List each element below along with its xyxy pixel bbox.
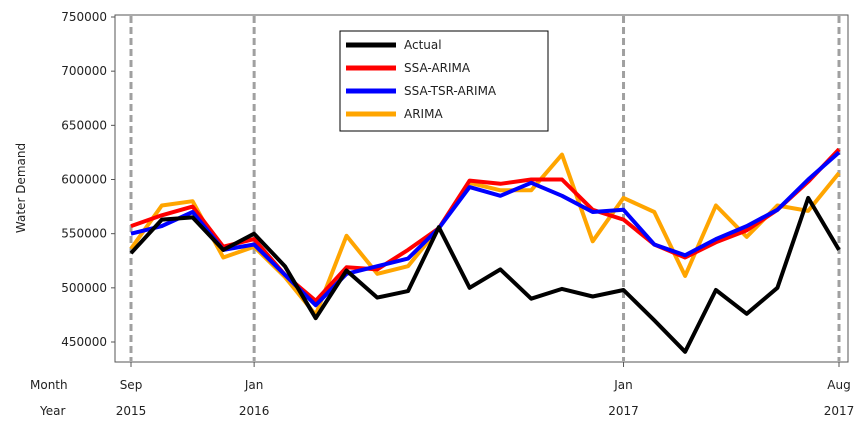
y-tick-label: 650000 <box>61 118 107 132</box>
legend-label: SSA-TSR-ARIMA <box>404 84 497 98</box>
y-tick-label: 600000 <box>61 173 107 187</box>
x-row-label-month: Month <box>30 378 68 392</box>
x-tick-label-month: Jan <box>244 378 264 392</box>
series-lines <box>129 147 841 354</box>
x-tick-label-year: 2015 <box>116 404 147 418</box>
legend-label: SSA-ARIMA <box>404 61 471 75</box>
y-tick-label: 700000 <box>61 64 107 78</box>
legend-label: ARIMA <box>404 107 443 121</box>
x-tick-label-month: Aug <box>827 378 850 392</box>
y-tick-label: 450000 <box>61 335 107 349</box>
x-row-label-year: Year <box>39 404 65 418</box>
x-tick-label-year: 2017 <box>824 404 855 418</box>
x-axis: Month Year Sep 2015 Jan 2016 Jan 2017 Aug 2017 <box>30 362 854 418</box>
x-tick-label-year: 2016 <box>239 404 270 418</box>
x-tick-label-month: Sep <box>120 378 143 392</box>
reference-lines <box>129 16 841 361</box>
series-line-actual <box>129 195 841 354</box>
x-tick-label-month: Jan <box>613 378 633 392</box>
y-axis-title: Water Demand <box>14 143 28 233</box>
series-line-arima <box>129 152 841 317</box>
y-tick-label: 500000 <box>61 281 107 295</box>
legend-label: Actual <box>404 38 442 52</box>
series-line-ssa-tsr-arima <box>130 150 841 308</box>
y-tick-label: 750000 <box>61 10 107 24</box>
series-line-ssa-arima <box>130 147 841 303</box>
y-tick-label: 550000 <box>61 227 107 241</box>
x-tick-label-year: 2017 <box>608 404 639 418</box>
y-axis: 750000 700000 650000 600000 550000 500000 4500… <box>61 10 115 349</box>
legend: Actual SSA-ARIMA SSA-TSR-ARIMA ARIMA <box>339 30 549 132</box>
